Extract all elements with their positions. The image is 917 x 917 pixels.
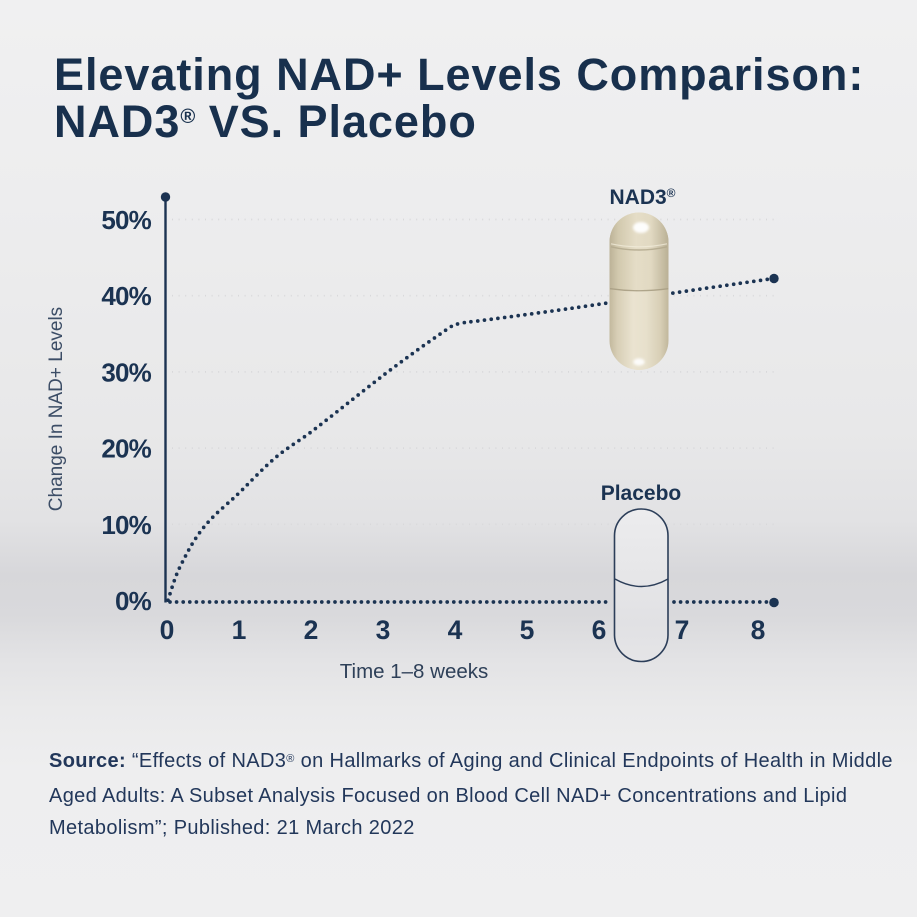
svg-text:20%: 20% <box>101 434 151 464</box>
svg-text:2: 2 <box>304 615 319 645</box>
svg-text:50%: 50% <box>101 205 151 235</box>
svg-text:3: 3 <box>376 615 391 645</box>
svg-text:Time 1–8 weeks: Time 1–8 weeks <box>340 660 489 683</box>
svg-text:6: 6 <box>592 615 607 645</box>
svg-text:NAD3®: NAD3® <box>609 186 675 209</box>
svg-text:30%: 30% <box>101 357 151 387</box>
svg-text:1: 1 <box>232 615 247 645</box>
svg-text:0: 0 <box>160 615 175 645</box>
svg-text:5: 5 <box>520 615 535 645</box>
svg-text:Change In NAD+ Levels: Change In NAD+ Levels <box>46 307 67 511</box>
svg-text:Placebo: Placebo <box>601 482 682 505</box>
svg-text:0%: 0% <box>115 586 152 616</box>
svg-text:40%: 40% <box>101 281 151 311</box>
svg-text:4: 4 <box>448 615 463 645</box>
svg-text:10%: 10% <box>101 510 151 540</box>
svg-text:7: 7 <box>675 615 690 645</box>
svg-text:8: 8 <box>751 615 766 645</box>
